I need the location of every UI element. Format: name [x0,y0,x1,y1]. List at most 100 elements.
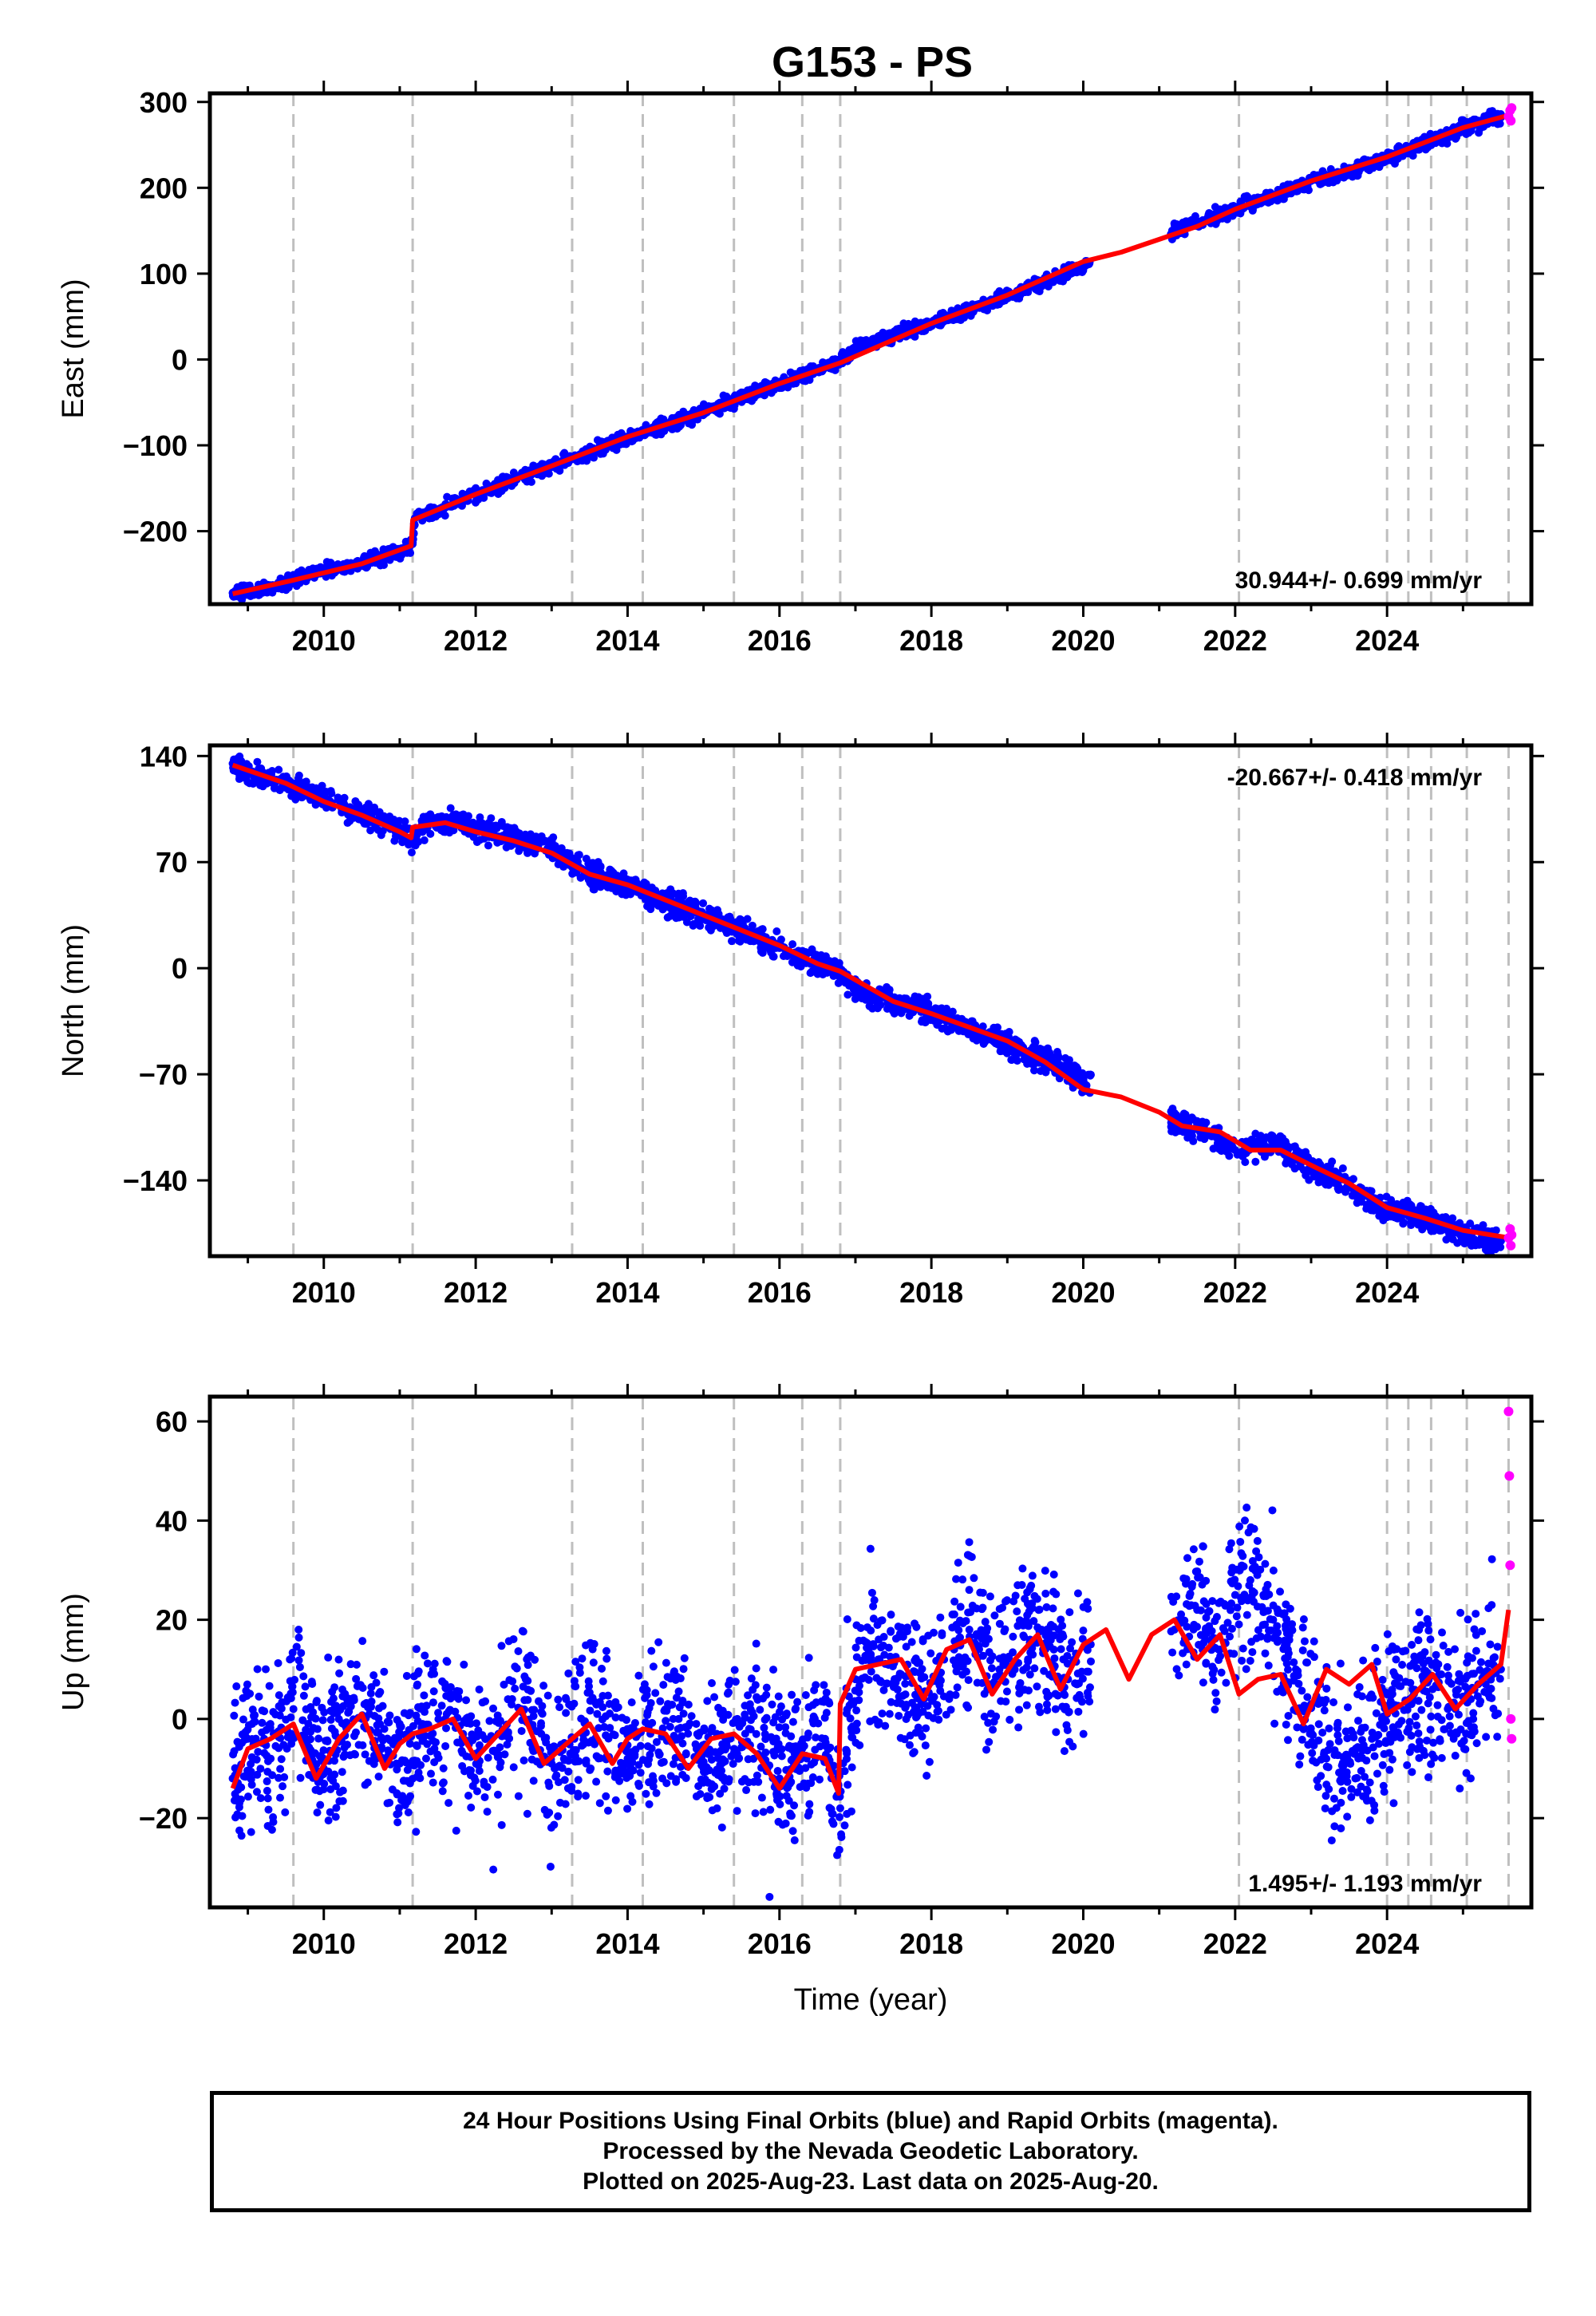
final-orbit-point [560,1776,569,1784]
final-orbit-point [1483,1247,1492,1256]
y-tick-label: 0 [172,952,188,985]
y-tick-label: 140 [140,740,188,773]
final-orbit-point [867,1588,876,1597]
final-orbit-point [564,1669,573,1678]
final-orbit-point [1354,168,1363,176]
final-orbit-point [975,1035,984,1044]
final-orbit-point [809,949,818,958]
final-orbit-point [674,889,683,898]
final-orbit-point [788,1690,796,1699]
final-orbit-point [788,1717,797,1726]
x-tick-label: 2022 [1203,624,1267,657]
final-orbit-point [1167,1107,1175,1116]
final-orbit-point [606,1709,614,1718]
y-tick-label: 100 [140,258,188,290]
x-tick-label: 2012 [444,1276,508,1309]
y-axis-label: North (mm) [57,924,90,1077]
final-orbit-point [910,997,918,1006]
final-orbit-point [370,547,379,555]
final-orbit-point [1479,1221,1487,1230]
final-orbit-point [484,841,492,850]
final-orbit-point [275,785,283,793]
final-orbit-point [1177,1126,1186,1135]
final-orbit-point [759,1808,768,1816]
final-orbit-point [748,921,757,930]
final-orbit-point [680,912,689,921]
final-orbit-point [1175,1671,1183,1680]
east-panel: 2010 2012 2014 2016 2018 2020 2022 2024−200−100… [57,81,1544,657]
final-orbit-point [1242,1504,1251,1512]
final-orbit-point [1242,1611,1251,1619]
final-orbit-point [403,824,412,833]
final-orbit-point [480,1792,489,1801]
final-orbit-point [458,816,467,825]
x-tick-label: 2010 [292,1276,356,1309]
final-orbit-point [581,1792,590,1800]
final-orbit-point [1387,1212,1396,1221]
final-orbit-point [369,1671,378,1680]
final-orbit-point [1065,1066,1073,1075]
final-orbit-point [602,1792,610,1800]
final-orbit-point [965,1538,974,1547]
final-orbit-point [256,1765,265,1773]
final-orbit-point [1349,1175,1357,1184]
final-orbit-point [440,1679,449,1688]
final-orbit-point [343,819,352,828]
final-orbit-point [1199,1678,1207,1687]
final-orbit-point [793,961,802,970]
final-orbit-point [1238,1644,1247,1653]
rapid-orbit-point [1507,103,1517,113]
final-orbit-point [277,1755,286,1764]
final-orbit-point [1417,1705,1426,1714]
final-orbit-point [243,777,252,786]
final-orbit-point [993,1023,1001,1032]
final-orbit-point [689,921,697,930]
final-orbit-point [335,796,344,805]
final-orbit-point [1444,1671,1453,1680]
plot-frame [207,743,1534,1259]
final-orbit-point [482,479,491,488]
final-orbit-point [589,861,598,870]
final-orbit-point [774,1692,783,1701]
final-orbit-point [1414,1729,1423,1737]
final-orbit-point [426,829,435,838]
x-tick-label: 2024 [1355,1276,1419,1309]
final-orbit-point [371,822,380,831]
final-orbit-point [529,1777,538,1785]
final-orbit-point [586,1706,595,1715]
final-orbit-point [1032,285,1041,294]
rapid-orbit-point [1506,116,1516,126]
final-orbit-point [1079,1729,1088,1738]
final-orbit-point [1491,1240,1500,1249]
final-orbit-point [426,1769,435,1778]
final-orbit-point [642,1789,650,1798]
final-orbit-point [936,1613,945,1622]
final-orbit-point [899,325,907,334]
final-orbit-point [958,1014,966,1023]
final-orbit-point [498,472,507,481]
final-orbit-point [296,1773,305,1782]
final-orbit-point [947,306,956,315]
final-orbit-point [555,1703,564,1712]
final-orbit-point [843,990,852,999]
final-orbit-point [1235,1620,1243,1629]
final-orbit-point [1254,1626,1262,1634]
final-orbit-point [564,852,573,860]
final-orbit-point [1399,1218,1408,1227]
final-orbit-point [852,1653,861,1662]
final-orbit-point [894,1622,903,1631]
x-tick-label: 2022 [1203,1276,1267,1309]
final-orbit-point [626,890,635,899]
final-orbit-point [275,765,283,774]
final-orbit-point [1262,1133,1270,1142]
final-orbit-point [1424,1626,1433,1635]
y-tick-label: 70 [156,846,188,879]
final-orbit-point [1414,1697,1423,1705]
final-orbit-point [1357,1197,1365,1206]
final-orbit-point [1020,1055,1029,1064]
final-orbit-point [291,795,300,804]
final-orbit-point [1359,1656,1368,1665]
final-orbit-point [1421,1205,1430,1214]
final-orbit-point [760,1729,769,1738]
final-orbit-point [1467,126,1476,135]
